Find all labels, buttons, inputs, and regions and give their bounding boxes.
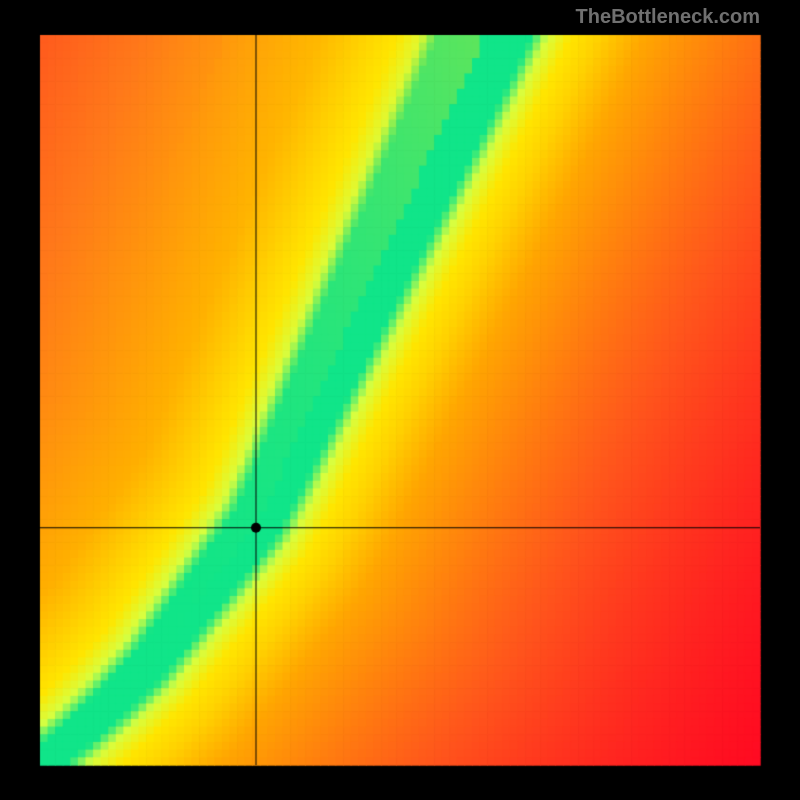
chart-container: TheBottleneck.com bbox=[0, 0, 800, 800]
attribution-label: TheBottleneck.com bbox=[576, 6, 760, 29]
heatmap-canvas bbox=[0, 0, 800, 800]
